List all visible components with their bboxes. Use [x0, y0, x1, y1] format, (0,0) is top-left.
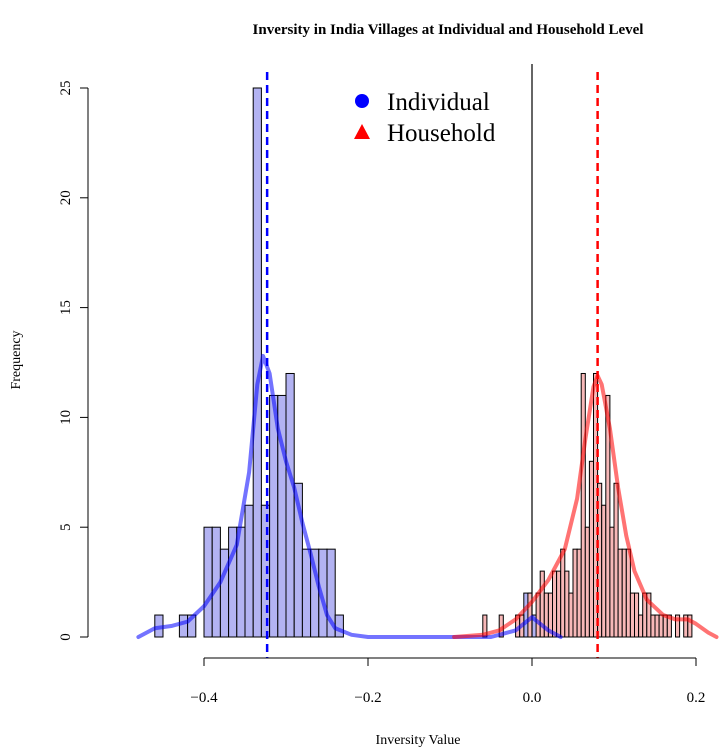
y-tick-label: 20 — [58, 190, 74, 205]
individual-legend-label: Individual — [387, 89, 490, 116]
y-tick-label: 5 — [58, 523, 74, 531]
individual-bar — [285, 372, 295, 638]
household-bar — [535, 592, 541, 638]
plot-area — [136, 64, 719, 658]
household-bar — [638, 614, 644, 638]
individual-bar — [203, 526, 213, 638]
household-bar — [580, 372, 586, 638]
household-bar — [568, 592, 574, 638]
y-tick-label: 25 — [58, 81, 74, 96]
household-legend-label: Household — [387, 120, 496, 147]
household-bar — [552, 570, 558, 638]
household-bar — [572, 548, 578, 638]
individual-bar — [326, 548, 336, 638]
household-bar — [601, 504, 607, 638]
y-tick-label: 0 — [58, 633, 74, 641]
x-tick-label: 0.2 — [687, 690, 706, 706]
household-legend-marker — [354, 124, 370, 139]
x-axis-label: Inversity Value — [376, 733, 461, 748]
y-tick-label: 10 — [58, 410, 74, 425]
individual-density-curve — [136, 353, 563, 639]
household-bar — [584, 526, 590, 638]
household-bar — [687, 614, 693, 638]
household-bar — [609, 526, 615, 638]
household-bar — [605, 394, 611, 638]
household-bar — [629, 592, 636, 638]
individual-bar — [301, 548, 312, 638]
household-bar — [564, 570, 570, 638]
legend: Individual Household — [354, 89, 496, 147]
y-axis: 0 5 10 15 20 25 — [58, 81, 89, 641]
individual-bar — [334, 614, 344, 638]
household-bar — [613, 482, 619, 638]
household-bar — [650, 614, 656, 638]
y-axis-label: Frequency — [9, 330, 24, 389]
household-bar — [617, 548, 623, 638]
y-tick-label: 15 — [58, 300, 74, 315]
individual-legend-marker — [355, 94, 369, 108]
household-bar — [666, 614, 672, 638]
x-axis: −0.4 −0.2 0.0 0.2 — [190, 657, 706, 706]
x-tick-label: −0.2 — [354, 690, 381, 706]
household-bar — [576, 548, 582, 638]
individual-bar — [178, 614, 189, 638]
household-bar — [588, 460, 595, 638]
household-bar — [658, 614, 664, 638]
chart-title: Inversity in India Villages at Individua… — [253, 22, 644, 38]
x-tick-label: 0.0 — [523, 690, 542, 706]
household-bar — [556, 570, 562, 638]
individual-bar — [187, 614, 197, 638]
x-tick-label: −0.4 — [190, 690, 218, 706]
household-bar — [621, 548, 627, 638]
household-bar — [634, 592, 640, 638]
household-bar — [560, 548, 566, 638]
household-bar — [675, 614, 681, 638]
household-density-curve — [452, 373, 719, 639]
household-bar — [625, 548, 631, 638]
household-bar — [654, 614, 660, 638]
individual-bar — [244, 504, 254, 638]
